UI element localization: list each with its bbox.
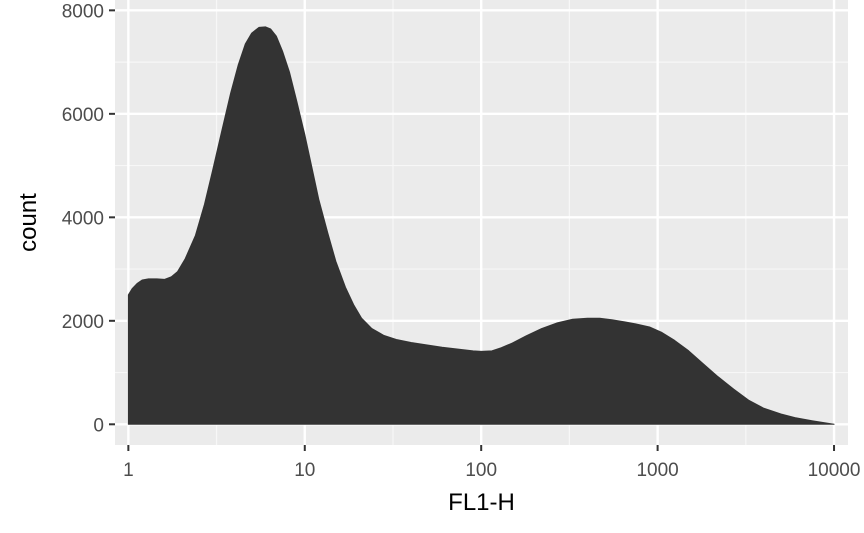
- y-axis: 0 2000 4000 6000 8000: [62, 1, 115, 436]
- x-tick-label: 10: [294, 460, 315, 481]
- x-axis-title: FL1-H: [448, 489, 515, 516]
- x-tick-label: 1000: [636, 460, 678, 481]
- y-tick-label: 0: [93, 415, 104, 436]
- y-tick-label: 2000: [62, 312, 104, 333]
- y-tick-label: 8000: [62, 1, 104, 22]
- y-tick-label: 6000: [62, 105, 104, 126]
- density-area: [127, 26, 835, 425]
- y-tick-label: 4000: [62, 208, 104, 229]
- x-tick-label: 10000: [808, 460, 861, 481]
- x-tick-label: 100: [465, 460, 497, 481]
- y-axis-title: count: [15, 193, 42, 252]
- x-tick-label: 1: [123, 460, 134, 481]
- x-axis: 1 10 100 1000 10000: [123, 445, 860, 481]
